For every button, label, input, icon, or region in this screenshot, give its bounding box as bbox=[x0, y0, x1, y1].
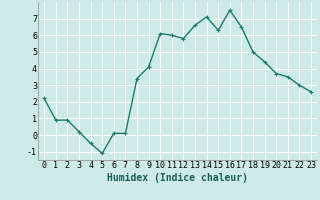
X-axis label: Humidex (Indice chaleur): Humidex (Indice chaleur) bbox=[107, 173, 248, 183]
